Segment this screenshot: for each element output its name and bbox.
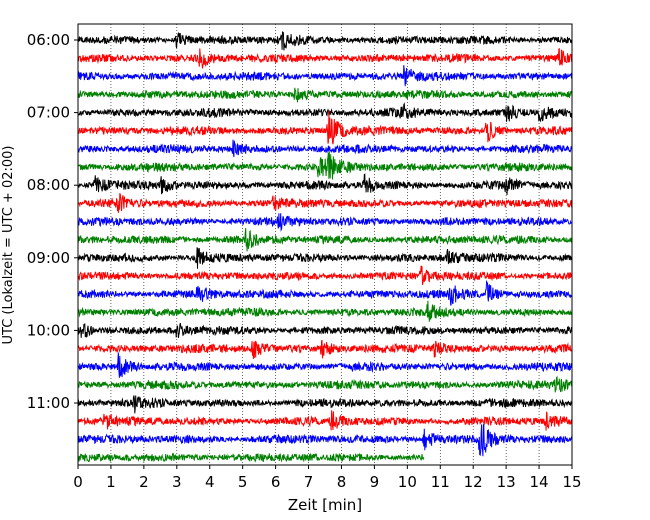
x-tick-label: 7 [304, 473, 314, 491]
x-tick-label: 5 [238, 473, 248, 491]
x-tick-label: 15 [562, 473, 581, 491]
seismic-trace [77, 213, 573, 232]
seismic-trace [77, 452, 425, 463]
seismic-trace [77, 139, 573, 158]
x-tick-label: 4 [205, 473, 215, 491]
seismic-trace [77, 65, 573, 87]
seismic-trace [77, 247, 573, 269]
seismic-trace [77, 151, 573, 180]
seismic-trace [77, 279, 573, 306]
seismic-trace [77, 423, 573, 457]
x-tick-label: 12 [464, 473, 483, 491]
x-tick-label: 13 [497, 473, 516, 491]
y-axis-label: UTC (Lokalzeit = UTC + 02:00) [1, 146, 16, 345]
y-tick-label: 07:00 [27, 104, 70, 122]
seismic-trace [77, 47, 573, 69]
seismic-trace [77, 31, 573, 51]
seismic-trace [77, 87, 573, 103]
x-tick-label: 8 [337, 473, 347, 491]
y-tick-label: 06:00 [27, 31, 70, 49]
seismic-trace [77, 173, 573, 196]
seismic-trace [77, 110, 573, 145]
seismic-trace [77, 102, 573, 123]
x-tick-label: 1 [106, 473, 116, 491]
seismic-trace [77, 193, 573, 213]
x-tick-label: 2 [139, 473, 149, 491]
seismic-trace [77, 410, 573, 431]
y-axis-ticks: 06:00 07:00 08:00 09:00 10:00 11:00 [27, 31, 78, 412]
seismic-trace [77, 375, 573, 393]
x-tick-label: 9 [370, 473, 380, 491]
seismic-trace [77, 323, 573, 338]
y-tick-label: 09:00 [27, 249, 70, 267]
seismic-trace [77, 228, 573, 252]
seismic-traces [77, 31, 573, 463]
x-axis-ticks: 0 1 2 3 4 5 6 7 8 9 10 11 12 13 14 15 [73, 465, 582, 491]
seismic-trace [77, 300, 573, 322]
x-tick-label: 6 [271, 473, 281, 491]
seismic-trace [77, 395, 573, 414]
y-tick-label: 11:00 [27, 394, 70, 412]
grid-lines [110, 24, 540, 465]
seismic-trace [77, 265, 573, 286]
plot-frame [77, 23, 573, 466]
x-tick-label: 14 [530, 473, 549, 491]
x-axis-label: Zeit [min] [288, 496, 362, 514]
seismic-trace [77, 352, 573, 378]
y-tick-label: 08:00 [27, 176, 70, 194]
y-tick-label: 10:00 [27, 321, 70, 339]
x-tick-label: 11 [431, 473, 450, 491]
x-tick-label: 0 [73, 473, 83, 491]
seismic-trace [77, 339, 573, 359]
x-tick-label: 10 [398, 473, 417, 491]
x-tick-label: 3 [172, 473, 182, 491]
